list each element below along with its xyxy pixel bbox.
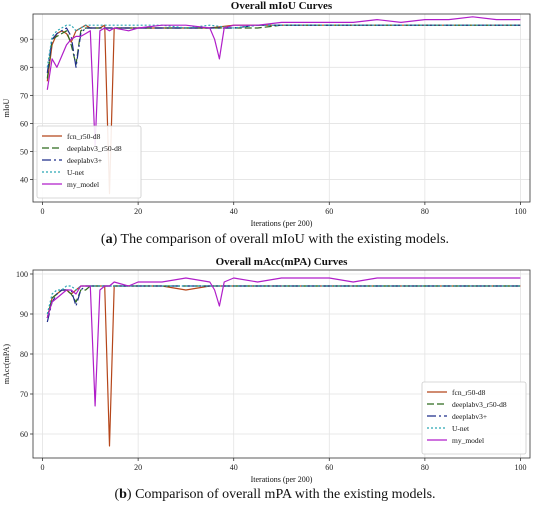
miou-legend-label: U-net — [67, 168, 85, 177]
miou-x-tick-label: 80 — [421, 207, 429, 216]
miou-x-tick-label: 20 — [134, 207, 142, 216]
mpa-chart-panel: Overall mAcc(mPA) Curves 0 20 40 60 80 100 60 70… — [0, 256, 550, 507]
miou-x-tick-label: 60 — [325, 207, 333, 216]
miou-x-tick-label: 0 — [41, 207, 45, 216]
miou-x-tick-label: 40 — [230, 207, 238, 216]
mpa-series-line-U-net — [46, 285, 521, 315]
mpa-x-tick-label: 40 — [230, 463, 238, 472]
mpa-legend-box — [421, 381, 527, 455]
mpa-plot-frame — [32, 269, 531, 459]
miou-series-line-U-net — [46, 24, 521, 68]
miou-x-tick-label: 100 — [514, 207, 526, 216]
mpa-legend-label: fcn_r50-d8 — [452, 388, 486, 397]
miou-y-tick-label: 50 — [20, 147, 28, 156]
miou-chart-panel: Overall mIoU Curves 0 20 40 60 80 100 40 50 60 70 8… — [0, 0, 550, 252]
miou-y-tick-label: 90 — [20, 35, 28, 44]
mpa-x-tick-label: 0 — [41, 463, 45, 472]
mpa-y-tick-label: 90 — [20, 310, 28, 319]
miou-y-axis-label: mIoU — [2, 98, 11, 117]
mpa-y-tick-label: 70 — [20, 390, 28, 399]
mpa-series-line-deeplabv3+ — [46, 285, 521, 323]
miou-chart: Overall mIoU Curves 0 20 40 60 80 100 40 50 60 70 8… — [2, 0, 531, 228]
mpa-y-tick-label: 60 — [20, 430, 28, 439]
mpa-caption-text: Comparison of overall mPA with the exist… — [135, 487, 436, 502]
mpa-series-line-deeplabv3_r50-d8 — [46, 285, 521, 319]
mpa-legend: fcn_r50-d8 deeplabv3_r50-d8 deeplabv3+ U-ne… — [421, 381, 527, 455]
miou-legend: fcn_r50-d8 deeplabv3_r50-d8 deeplabv3+ U-ne… — [36, 125, 142, 199]
miou-y-tick-label: 60 — [20, 119, 28, 128]
miou-y-tick-label: 70 — [20, 91, 28, 100]
miou-x-axis-label: Iterations (per 200) — [251, 219, 313, 228]
mpa-caption: (b) Comparison of overall mPA with the e… — [114, 487, 436, 502]
miou-legend-label: my_model — [67, 180, 99, 189]
miou-series-line-my_model — [46, 16, 521, 147]
miou-legend-box — [36, 125, 142, 199]
miou-legend-label: fcn_r50-d8 — [67, 132, 101, 141]
mpa-x-axis-label: Iterations (per 200) — [251, 475, 313, 484]
mpa-y-axis-label: mAcc(mPA) — [2, 344, 11, 384]
mpa-legend-label: U-net — [452, 424, 470, 433]
miou-caption-text: The comparison of overall mIoU with the … — [120, 232, 450, 247]
miou-series-line-deeplabv3+ — [46, 24, 521, 73]
mpa-legend-label: my_model — [452, 436, 484, 445]
miou-legend-label: deeplabv3+ — [67, 156, 102, 165]
mpa-x-tick-label: 60 — [325, 463, 333, 472]
mpa-x-tick-label: 100 — [514, 463, 526, 472]
mpa-title: Overall mAcc(mPA) Curves — [216, 256, 348, 268]
mpa-legend-label: deeplabv3_r50-d8 — [452, 400, 507, 409]
miou-caption: (a) The comparison of overall mIoU with … — [100, 232, 450, 247]
mpa-y-tick-label: 100 — [16, 270, 28, 279]
mpa-series-line-my_model — [46, 277, 521, 407]
miou-y-tick-label: 80 — [20, 63, 28, 72]
miou-legend-label: deeplabv3_r50-d8 — [67, 144, 122, 153]
miou-y-tick-label: 40 — [20, 176, 28, 185]
miou-series-line-deeplabv3_r50-d8 — [46, 24, 521, 79]
mpa-y-tick-label: 80 — [20, 350, 28, 359]
mpa-x-tick-label: 20 — [134, 463, 142, 472]
miou-caption-label: a — [105, 232, 113, 247]
mpa-chart: Overall mAcc(mPA) Curves 0 20 40 60 80 100 60 70… — [2, 256, 531, 484]
miou-plot-frame — [32, 13, 531, 203]
miou-title: Overall mIoU Curves — [231, 0, 333, 12]
mpa-caption-label: b — [119, 487, 127, 502]
mpa-legend-label: deeplabv3+ — [452, 412, 487, 421]
mpa-x-tick-label: 80 — [421, 463, 429, 472]
